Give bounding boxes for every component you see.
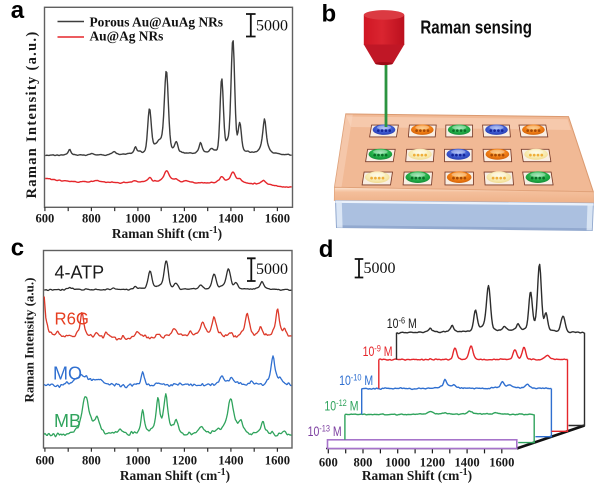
svg-text:600: 600	[35, 211, 54, 225]
svg-text:800: 800	[354, 455, 373, 469]
svg-text:Raman Shift (cm-1): Raman Shift (cm-1)	[112, 225, 222, 241]
svg-text:10-13 M: 10-13 M	[308, 422, 342, 439]
svg-text:1400: 1400	[218, 211, 243, 225]
svg-text:600: 600	[35, 453, 54, 467]
svg-text:10-12 M: 10-12 M	[324, 397, 358, 414]
svg-text:5000: 5000	[256, 261, 288, 278]
svg-text:4-ATP: 4-ATP	[55, 263, 105, 283]
svg-text:10-6 M: 10-6 M	[387, 314, 417, 331]
svg-text:MO: MO	[53, 364, 82, 384]
svg-text:c: c	[11, 234, 24, 261]
svg-text:1600: 1600	[265, 453, 290, 467]
svg-text:800: 800	[82, 211, 101, 225]
svg-text:Raman Intensity (a.u.): Raman Intensity (a.u.)	[21, 278, 36, 403]
svg-text:Porous Au@AuAg NRs: Porous Au@AuAg NRs	[90, 15, 224, 30]
svg-text:MB: MB	[54, 411, 81, 431]
svg-text:d: d	[319, 236, 334, 263]
svg-text:1000: 1000	[385, 455, 410, 469]
svg-text:Raman Shift (cm-1): Raman Shift (cm-1)	[120, 467, 230, 483]
svg-text:5000: 5000	[364, 260, 396, 277]
svg-text:1600: 1600	[489, 455, 514, 469]
svg-text:R6G: R6G	[55, 308, 89, 329]
svg-text:10-9 M: 10-9 M	[363, 343, 393, 360]
svg-text:600: 600	[319, 455, 338, 469]
svg-text:5000: 5000	[256, 18, 288, 35]
svg-text:Raman sensing: Raman sensing	[420, 17, 532, 38]
svg-text:1400: 1400	[218, 453, 243, 467]
svg-text:1000: 1000	[125, 453, 150, 467]
svg-text:1400: 1400	[455, 455, 480, 469]
svg-text:b: b	[322, 0, 337, 27]
svg-text:Raman Shift (cm-1): Raman Shift (cm-1)	[362, 467, 472, 483]
svg-text:Au@Ag NRs: Au@Ag NRs	[90, 28, 164, 43]
svg-text:a: a	[11, 0, 25, 24]
svg-text:1200: 1200	[420, 455, 445, 469]
svg-text:10-10 M: 10-10 M	[339, 372, 373, 389]
svg-text:800: 800	[82, 453, 101, 467]
svg-text:1200: 1200	[172, 211, 197, 225]
svg-text:1200: 1200	[172, 453, 197, 467]
svg-text:1600: 1600	[265, 211, 290, 225]
svg-text:Raman Intensity (a.u.): Raman Intensity (a.u.)	[24, 31, 40, 199]
svg-text:1000: 1000	[125, 211, 150, 225]
